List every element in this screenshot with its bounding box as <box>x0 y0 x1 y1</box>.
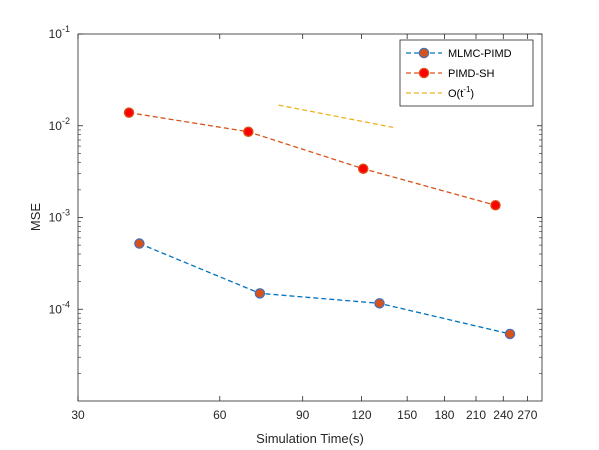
x-tick-label: 270 <box>517 408 537 422</box>
x-axis-label: Simulation Time(s) <box>256 431 364 446</box>
series-line-mlmc-pimd <box>139 242 511 335</box>
x-tick-label: 150 <box>397 408 417 422</box>
legend: MLMC-PIMD PIMD-SH O(t-1) <box>399 39 534 107</box>
x-tick-label: 180 <box>434 408 454 422</box>
y-axis-label: MSE <box>28 203 43 232</box>
data-point-mlmc-pimd <box>504 328 516 340</box>
x-tick-label: 90 <box>296 408 310 422</box>
legend-label: O(t-1) <box>448 85 474 100</box>
x-tick-label: 30 <box>71 408 85 422</box>
data-point-pimd-sh <box>357 163 369 174</box>
legend-marker <box>418 47 430 59</box>
x-axis-ticks: 30 60 90 120 150 180 210 240 270 <box>71 34 538 422</box>
legend-label: PIMD-SH <box>448 68 495 80</box>
legend-marker <box>418 67 430 79</box>
data-point-pimd-sh <box>490 199 501 211</box>
data-point-mlmc-pimd <box>374 298 385 309</box>
data-point-pimd-sh <box>123 107 135 118</box>
y-tick-label: 10-1 <box>49 24 70 41</box>
x-tick-label: 120 <box>352 408 372 422</box>
data-point-mlmc-pimd <box>134 238 145 249</box>
legend-label: MLMC-PIMD <box>448 48 512 60</box>
data-point-mlmc-pimd <box>254 288 266 299</box>
y-tick-label: 10-2 <box>49 116 70 133</box>
y-tick-label: 10-3 <box>49 208 70 225</box>
series-line-o-t-1 <box>278 104 394 129</box>
x-tick-label: 240 <box>493 408 513 422</box>
data-point-pimd-sh <box>243 126 254 138</box>
series-line-pimd-sh <box>128 111 496 206</box>
series-layer <box>123 104 516 340</box>
y-tick-label: 10-4 <box>49 299 70 316</box>
y-axis-ticks: 10-4 10-3 10-2 10-1 <box>49 24 542 374</box>
x-tick-label: 210 <box>466 408 486 422</box>
x-tick-label: 60 <box>213 408 227 422</box>
